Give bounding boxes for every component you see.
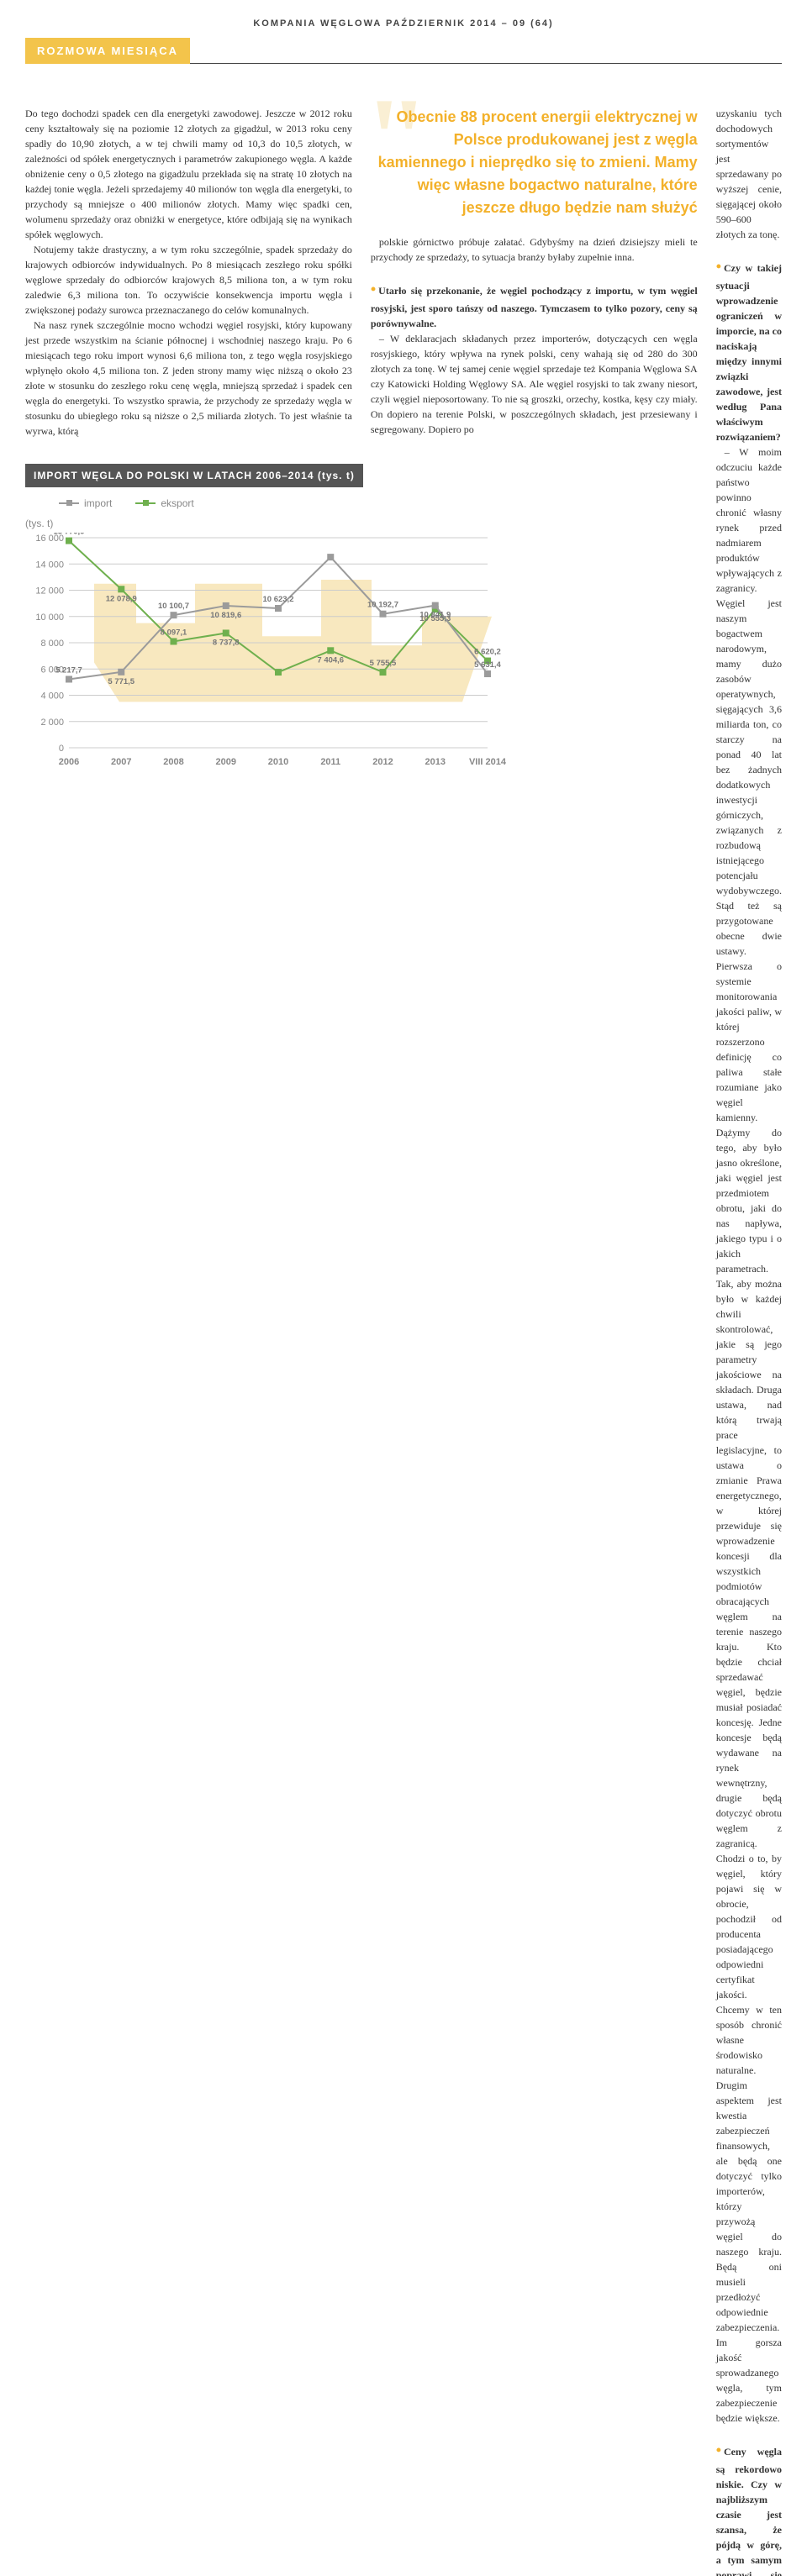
bullet-icon: • xyxy=(716,2442,724,2458)
svg-text:12 000: 12 000 xyxy=(35,586,64,597)
body-text: – W moim odczuciu każde państwo powinno … xyxy=(716,444,782,2426)
svg-text:2009: 2009 xyxy=(216,757,236,767)
pull-quote: " Obecnie 88 procent energii elektryczne… xyxy=(371,106,698,219)
article-columns: Do tego dochodzi spadek cen dla energety… xyxy=(25,106,782,2576)
body-text: Do tego dochodzi spadek cen dla energety… xyxy=(25,106,352,242)
svg-text:2007: 2007 xyxy=(111,757,131,767)
page-header: KOMPANIA WĘGLOWA PAŹDZIERNIK 2014 – 09 (… xyxy=(25,17,782,64)
svg-text:2011: 2011 xyxy=(320,757,340,767)
svg-text:8 737,8: 8 737,8 xyxy=(213,638,240,647)
chart-title: IMPORT WĘGLA DO POLSKI W LATACH 2006–201… xyxy=(25,464,363,487)
svg-text:15 770,9: 15 770,9 xyxy=(54,533,85,537)
svg-text:2010: 2010 xyxy=(268,757,288,767)
svg-text:VIII 2014: VIII 2014 xyxy=(469,757,507,767)
svg-text:7 404,6: 7 404,6 xyxy=(317,655,344,665)
coal-import-chart: IMPORT WĘGLA DO POLSKI W LATACH 2006–201… xyxy=(25,464,521,797)
legend-import: import xyxy=(59,496,112,511)
svg-text:2006: 2006 xyxy=(59,757,79,767)
svg-text:8 000: 8 000 xyxy=(40,639,64,649)
chart-legend: import eksport xyxy=(59,496,521,511)
pull-quote-text: Obecnie 88 procent energii elektrycznej … xyxy=(378,108,698,216)
interview-question: •Ceny węgla są rekordowo niskie. Czy w n… xyxy=(716,2439,782,2576)
svg-text:10 819,6: 10 819,6 xyxy=(210,611,241,620)
body-text: uzyskaniu tych dochodowych sortymentów j… xyxy=(716,106,782,242)
column-3: uzyskaniu tych dochodowych sortymentów j… xyxy=(716,106,782,2576)
svg-text:12 078,9: 12 078,9 xyxy=(106,594,137,603)
issue-label: KOMPANIA WĘGLOWA PAŹDZIERNIK 2014 – 09 (… xyxy=(25,17,782,31)
svg-text:10 623,2: 10 623,2 xyxy=(263,595,294,604)
svg-text:8 097,1: 8 097,1 xyxy=(161,628,187,637)
svg-text:5 217,7: 5 217,7 xyxy=(55,665,82,675)
svg-text:2013: 2013 xyxy=(425,757,446,767)
interview-question: •Utarło się przekonanie, że węgiel pocho… xyxy=(371,278,698,331)
svg-text:14 000: 14 000 xyxy=(35,560,64,570)
body-text: Notujemy także drastyczny, a w tym roku … xyxy=(25,242,352,318)
svg-text:2012: 2012 xyxy=(372,757,393,767)
svg-text:5 755,5: 5 755,5 xyxy=(370,659,397,668)
column-2: " Obecnie 88 procent energii elektryczne… xyxy=(371,106,698,439)
svg-text:10 192,7: 10 192,7 xyxy=(367,601,398,610)
column-1: Do tego dochodzi spadek cen dla energety… xyxy=(25,106,352,439)
svg-text:6 620,2: 6 620,2 xyxy=(474,648,501,657)
svg-text:4 000: 4 000 xyxy=(40,691,64,702)
body-text: Na nasz rynek szczególnie mocno wchodzi … xyxy=(25,318,352,439)
y-axis-unit: (tys. t) xyxy=(25,516,521,531)
section-badge: ROZMOWA MIESIĄCA xyxy=(25,38,190,65)
svg-text:10 100,7: 10 100,7 xyxy=(158,602,189,611)
body-text: – W deklaracjach składanych przez import… xyxy=(371,331,698,437)
interview-question: •Czy w takiej sytuacji wprowadzenie ogra… xyxy=(716,255,782,444)
svg-text:2 000: 2 000 xyxy=(40,718,64,728)
bullet-icon: • xyxy=(716,258,724,275)
chart-svg: 02 0004 0006 0008 00010 00012 00014 0001… xyxy=(25,533,521,793)
legend-eksport: eksport xyxy=(135,496,193,511)
svg-text:10 000: 10 000 xyxy=(35,612,64,623)
bullet-icon: • xyxy=(371,281,378,297)
svg-text:2008: 2008 xyxy=(163,757,183,767)
body-text: polskie górnictwo próbuje załatać. Gdyby… xyxy=(371,234,698,265)
svg-text:5 631,4: 5 631,4 xyxy=(474,660,501,670)
svg-text:0: 0 xyxy=(59,744,64,754)
svg-text:5 771,5: 5 771,5 xyxy=(108,677,134,686)
svg-text:10 841,9: 10 841,9 xyxy=(419,611,451,620)
